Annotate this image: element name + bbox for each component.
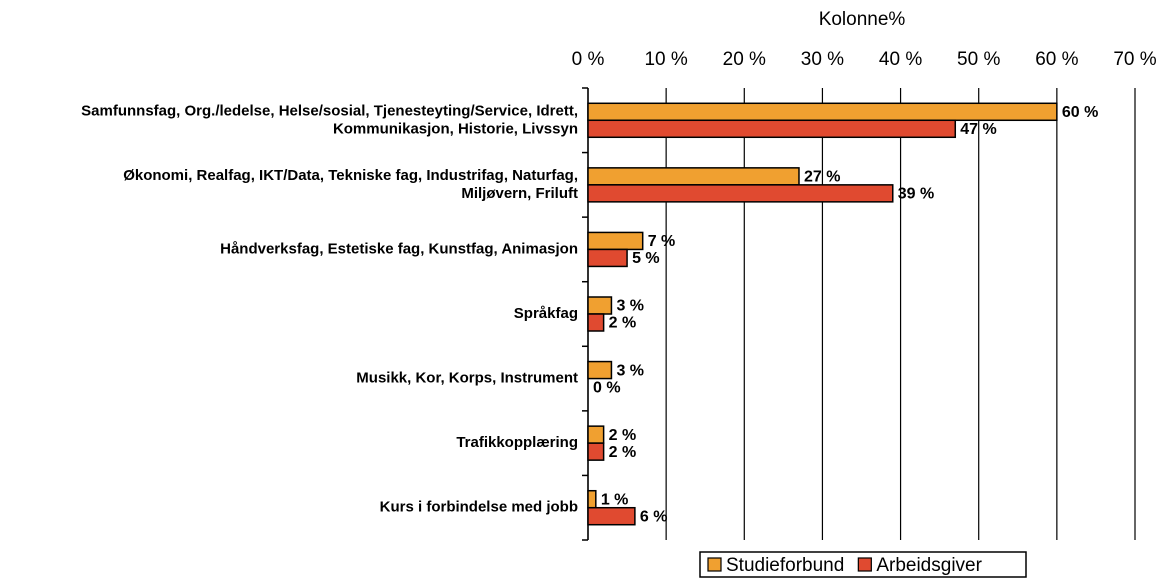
value-label: 5 % [632, 250, 660, 267]
category-label: Håndverksfag, Estetiske fag, Kunstfag, A… [220, 240, 578, 257]
legend-box [699, 551, 1027, 578]
bar [587, 442, 605, 461]
x-tick-label: 60 % [1035, 49, 1078, 70]
category-label: Trafikkopplæring [456, 434, 578, 451]
x-tick-label: 10 % [644, 49, 687, 70]
bar [587, 231, 644, 251]
category-label: Språkfag [514, 305, 578, 322]
value-label: 0 % [593, 379, 621, 396]
bar [587, 313, 605, 332]
x-tick-label: 30 % [801, 49, 844, 70]
x-tick-label: 20 % [723, 49, 766, 70]
bar [587, 248, 628, 268]
legend-label: Arbeidsgiver [876, 555, 982, 576]
bar [587, 102, 1058, 122]
bar [587, 296, 613, 315]
value-label: 3 % [616, 362, 644, 379]
value-label: 2 % [609, 444, 637, 461]
category-label: Samfunnsfag, Org./ledelse, Helse/sosial,… [81, 102, 578, 137]
value-label: 60 % [1062, 104, 1098, 121]
x-tick-label: 50 % [957, 49, 1000, 70]
value-label: 1 % [601, 491, 629, 508]
value-label: 27 % [804, 169, 840, 186]
value-label: 39 % [898, 186, 934, 203]
x-tick-label: 0 % [572, 49, 605, 70]
value-label: 2 % [609, 427, 637, 444]
bar [587, 119, 957, 139]
legend-swatch [857, 557, 872, 572]
bar [587, 167, 800, 186]
bar [587, 360, 613, 380]
bar [587, 489, 597, 509]
bar [587, 184, 894, 203]
x-tick-label: 40 % [879, 49, 922, 70]
legend-label: Studieforbund [726, 555, 844, 576]
value-label: 7 % [648, 233, 676, 250]
legend-swatch [707, 557, 722, 572]
chart-title: Kolonne% [819, 9, 906, 30]
value-label: 47 % [960, 121, 996, 138]
bar [587, 425, 605, 444]
value-label: 2 % [609, 315, 637, 332]
x-tick-label: 70 % [1113, 49, 1156, 70]
value-label: 3 % [616, 298, 644, 315]
bar [587, 506, 636, 526]
category-label: Musikk, Kor, Korps, Instrument [356, 370, 578, 387]
value-label: 6 % [640, 508, 668, 525]
category-label: Økonomi, Realfag, IKT/Data, Tekniske fag… [123, 167, 578, 202]
category-label: Kurs i forbindelse med jobb [380, 499, 578, 516]
